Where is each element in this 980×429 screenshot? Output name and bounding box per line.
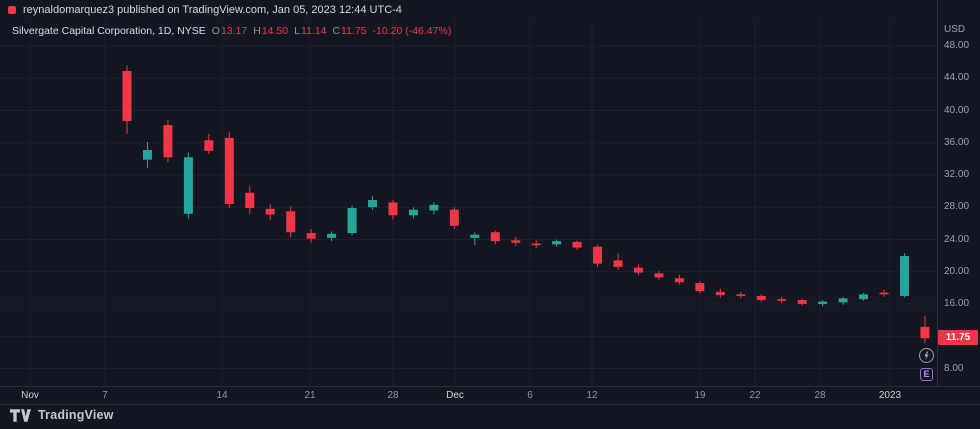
candle	[736, 291, 746, 299]
tradingview-logo-icon[interactable]	[10, 408, 31, 422]
currency-label: USD	[944, 24, 966, 35]
time-tick: 28	[387, 390, 399, 401]
close-value: C 11.75	[332, 25, 367, 37]
symbol-title[interactable]: Silvergate Capital Corporation, 1D, NYSE	[12, 25, 206, 37]
ohlc-values: O 13.17 H 14.50 L 11.14 C 11.75 -10.20 (-46.…	[212, 25, 452, 37]
candle	[818, 299, 828, 307]
price-tick: 20.00	[944, 265, 970, 277]
price-tick: 8.00	[944, 362, 964, 374]
candle	[470, 232, 480, 246]
candle	[388, 199, 398, 220]
candle	[327, 231, 337, 242]
time-tick: 7	[102, 390, 108, 401]
time-tick: Nov	[21, 390, 39, 401]
open-value: O 13.17	[211, 25, 248, 37]
candle	[347, 205, 357, 236]
boost-lightning-icon[interactable]	[919, 348, 934, 363]
time-tick: 2023	[878, 390, 902, 401]
time-axis[interactable]: Nov 7 14 21 28 Dec 6 12 19 22 28 2023	[0, 390, 936, 405]
tradingview-brand[interactable]: TradingView	[38, 408, 114, 422]
candle	[838, 296, 848, 305]
candle	[674, 274, 684, 285]
time-tick: 19	[694, 390, 706, 401]
candle	[654, 270, 664, 280]
candle	[204, 133, 214, 155]
candle	[429, 202, 439, 215]
candle	[368, 195, 378, 210]
candle	[879, 289, 889, 297]
candle	[797, 298, 807, 306]
price-tick: 36.00	[944, 136, 970, 148]
candle	[142, 141, 152, 168]
candle	[306, 229, 316, 243]
candle	[899, 253, 909, 298]
chart-header: Silvergate Capital Corporation, 1D, NYSE…	[12, 25, 451, 37]
price-tick: 24.00	[944, 233, 970, 245]
candle	[122, 65, 132, 134]
candle	[449, 207, 459, 230]
candle	[572, 240, 582, 250]
candle	[695, 281, 705, 294]
publish-text: reynaldomarquez3 published on TradingVie…	[23, 4, 402, 16]
time-tick: 6	[527, 390, 533, 401]
time-tick: 14	[216, 390, 228, 401]
candle	[634, 264, 643, 275]
high-value: H 14.50	[253, 25, 289, 37]
time-tick: 28	[814, 390, 826, 401]
candle	[183, 152, 193, 219]
price-tick: 48.00	[944, 40, 970, 51]
candle	[715, 288, 725, 298]
low-value: L 11.14	[294, 25, 327, 37]
price-tick: 32.00	[944, 169, 970, 180]
candle	[756, 294, 766, 302]
candle	[265, 204, 275, 221]
time-tick: 12	[586, 390, 598, 401]
price-axis[interactable]: USD 48.00 44.00 40.00 36.00 32.00 28.00 24.00 2…	[938, 0, 980, 429]
candle	[531, 240, 541, 249]
price-tick: 40.00	[944, 104, 970, 116]
publish-bar: reynaldomarquez3 published on TradingVie…	[0, 0, 980, 20]
footer: TradingView	[10, 408, 114, 422]
last-price-label: 11.75	[938, 330, 978, 346]
time-tick: 22	[749, 390, 761, 401]
candle	[408, 207, 418, 219]
candle	[286, 206, 296, 238]
candle	[224, 132, 234, 209]
candle	[777, 296, 787, 304]
price-tick: 16.00	[944, 298, 970, 309]
earnings-marker-icon[interactable]: E	[920, 368, 933, 381]
candle	[859, 292, 869, 301]
candle	[163, 120, 173, 163]
candle	[245, 186, 255, 214]
candle	[613, 253, 623, 271]
candle	[593, 244, 603, 267]
change-value: -10.20 (-46.47%)	[372, 25, 452, 37]
candle	[490, 230, 500, 245]
red-dot-icon	[8, 6, 16, 14]
price-tick: 44.00	[944, 72, 970, 84]
candle	[511, 237, 521, 246]
price-tick: 28.00	[944, 201, 970, 213]
time-tick: Dec	[446, 390, 464, 401]
candle	[920, 316, 930, 344]
time-tick: 21	[304, 390, 316, 401]
candle	[552, 239, 562, 247]
